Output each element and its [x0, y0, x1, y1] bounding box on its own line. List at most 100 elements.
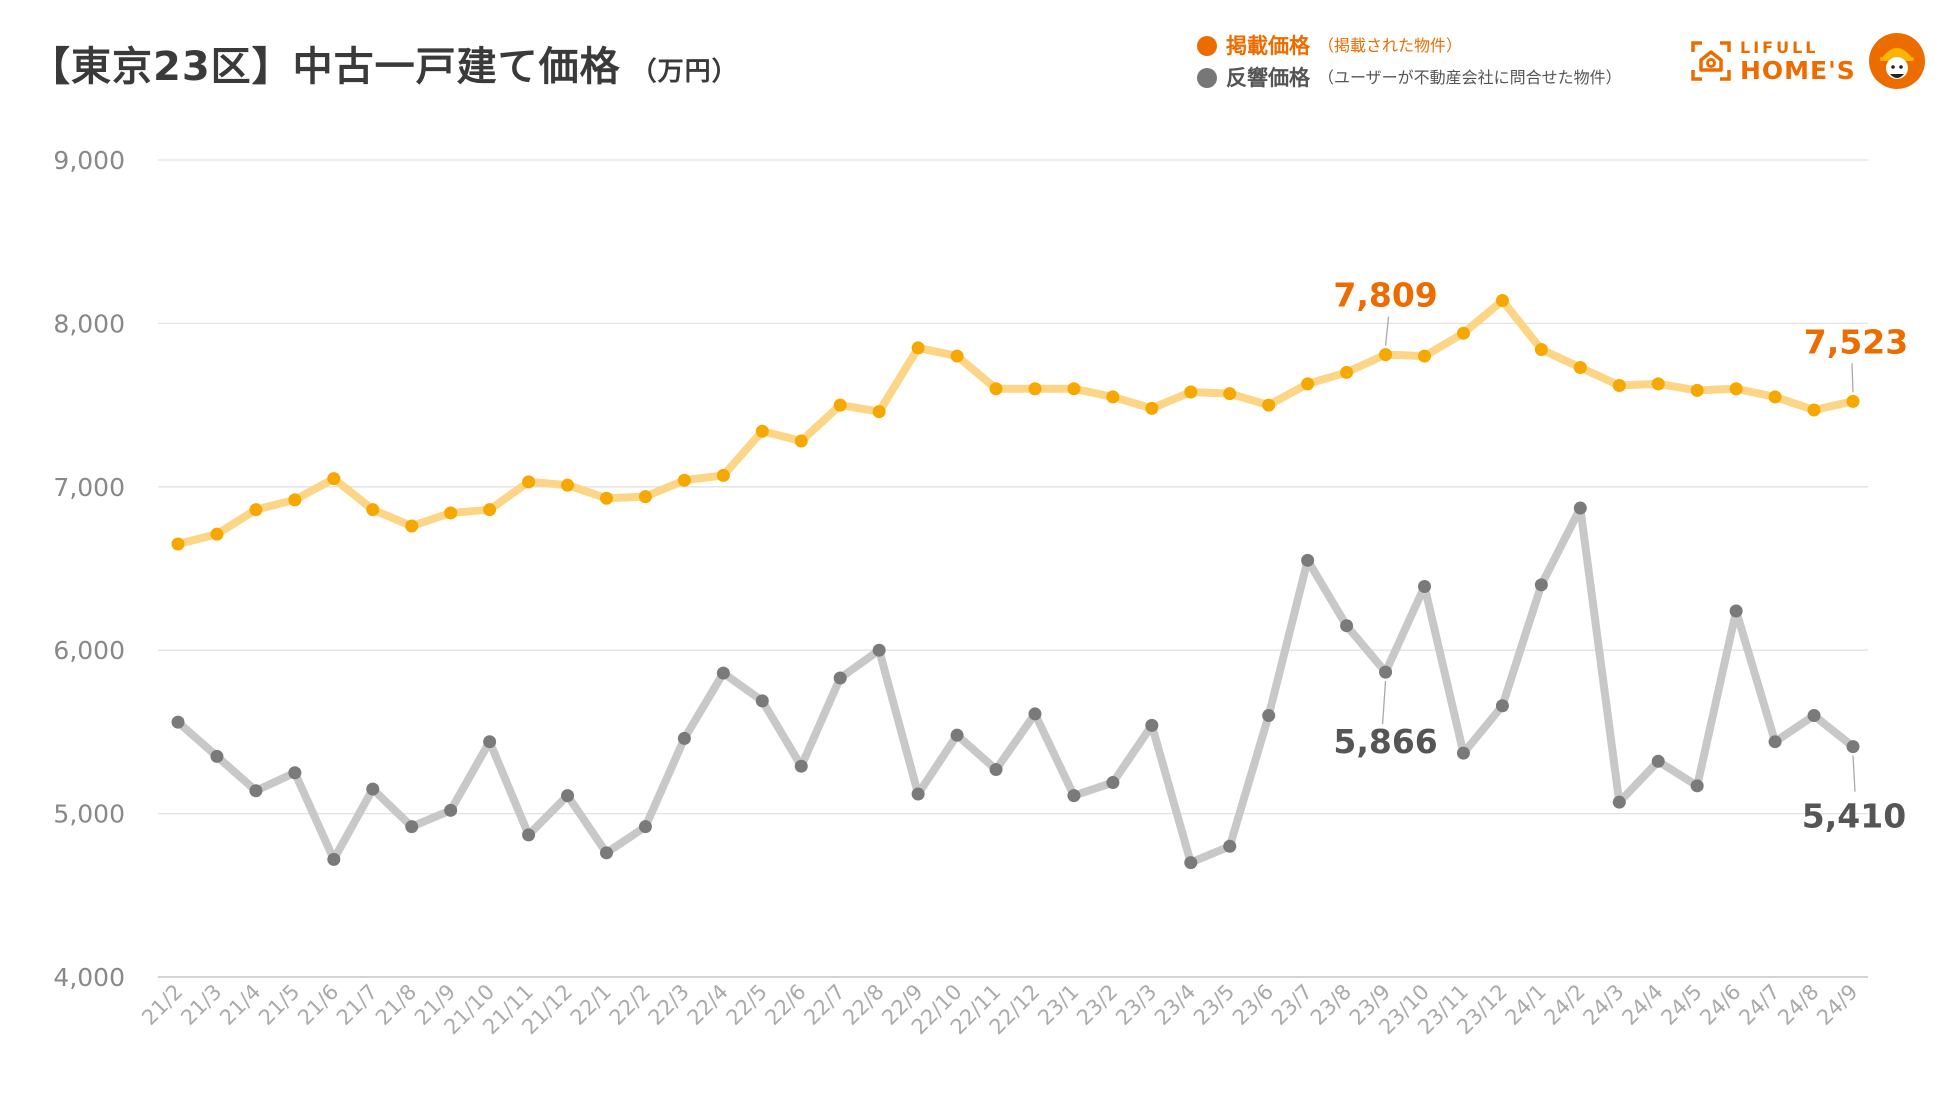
data-point	[1651, 754, 1665, 768]
data-point	[1534, 343, 1548, 357]
data-point	[1028, 707, 1042, 721]
data-point	[561, 478, 575, 492]
data-point	[1690, 779, 1704, 793]
data-point	[755, 424, 769, 438]
legend-name: 反響価格	[1226, 66, 1310, 90]
x-tick-label: 21/2	[137, 980, 187, 1030]
data-point	[794, 434, 808, 448]
y-tick-label: 4,000	[53, 963, 125, 992]
data-point	[794, 759, 808, 773]
data-point	[171, 537, 185, 551]
legend-dot-icon	[1197, 36, 1217, 56]
house-icon	[1691, 41, 1731, 81]
data-point	[1456, 326, 1470, 340]
data-point	[1456, 746, 1470, 760]
annotation-leader	[1851, 363, 1854, 393]
data-point	[1145, 718, 1159, 732]
data-point	[833, 671, 847, 685]
data-point	[1067, 789, 1081, 803]
data-point	[444, 803, 458, 817]
data-point	[833, 398, 847, 412]
annotation-leader	[1381, 681, 1387, 725]
legend-name: 掲載価格	[1226, 34, 1310, 58]
x-tick-label: 24/8	[1773, 980, 1823, 1030]
data-point	[599, 846, 613, 860]
x-tick-label: 24/7	[1734, 980, 1784, 1030]
title-text: 【東京23区】中古一戸建て価格	[30, 44, 621, 90]
data-label: 7,523	[1804, 322, 1908, 361]
x-tick-label: 24/5	[1656, 980, 1706, 1030]
x-tick-label: 21/5	[254, 980, 304, 1030]
data-point	[561, 789, 575, 803]
data-point	[950, 728, 964, 742]
legend: 掲載価格 （掲載された物件） 反響価格 （ユーザーが不動産会社に問合せた物件）	[1197, 30, 1622, 94]
data-point	[989, 762, 1003, 776]
data-point	[1573, 501, 1587, 515]
data-point	[1028, 382, 1042, 396]
y-tick-label: 7,000	[53, 473, 125, 502]
data-point	[1495, 294, 1509, 308]
data-point	[444, 506, 458, 520]
data-point	[989, 382, 1003, 396]
data-point	[1768, 390, 1782, 404]
x-tick-label: 22/1	[566, 980, 616, 1030]
data-point	[522, 475, 536, 489]
logo-line1: LIFULL	[1740, 37, 1819, 57]
legend-item-listing: 掲載価格 （掲載された物件）	[1197, 30, 1622, 62]
data-point	[1379, 665, 1393, 679]
data-point	[327, 852, 341, 866]
data-point	[677, 473, 691, 487]
data-point	[1807, 403, 1821, 417]
x-tick-label: 22/6	[760, 980, 810, 1030]
data-point	[950, 349, 964, 363]
data-point	[1495, 699, 1509, 713]
data-point	[1418, 349, 1432, 363]
x-tick-label: 23/5	[1189, 980, 1239, 1030]
data-point	[1651, 377, 1665, 391]
data-point	[872, 405, 886, 419]
data-point	[1301, 553, 1315, 567]
series-line-1	[174, 296, 1857, 548]
data-point	[1768, 735, 1782, 749]
x-tick-label: 22/7	[799, 980, 849, 1030]
data-point	[327, 472, 341, 486]
data-point	[1379, 348, 1393, 362]
x-tick-label: 22/5	[722, 980, 772, 1030]
data-point	[638, 820, 652, 834]
data-point	[522, 828, 536, 842]
data-point	[716, 468, 730, 482]
page-title: 【東京23区】中古一戸建て価格 （万円）	[30, 34, 739, 92]
data-point	[1262, 709, 1276, 723]
x-tick-label: 22/8	[838, 980, 888, 1030]
y-tick-label: 8,000	[53, 309, 125, 338]
data-point	[483, 735, 497, 749]
data-point	[1340, 619, 1354, 633]
data-point	[288, 766, 302, 780]
data-point	[210, 749, 224, 763]
data-label: 5,866	[1333, 722, 1437, 761]
data-point	[483, 503, 497, 517]
x-tick-label: 22/3	[644, 980, 694, 1030]
x-tick-label: 21/3	[176, 980, 226, 1030]
x-tick-label: 23/7	[1267, 980, 1317, 1030]
y-tick-label: 5,000	[53, 800, 125, 829]
data-point	[1573, 361, 1587, 375]
data-point	[405, 820, 419, 834]
x-tick-label: 23/2	[1072, 980, 1122, 1030]
data-point	[1846, 394, 1860, 408]
data-point	[210, 527, 224, 541]
x-tick-label: 24/6	[1695, 980, 1745, 1030]
data-point	[1301, 377, 1315, 391]
data-point	[1106, 776, 1120, 790]
series-line-2	[174, 504, 1857, 867]
x-tick-label: 23/8	[1306, 980, 1356, 1030]
data-point	[1690, 383, 1704, 397]
legend-note: （掲載された物件）	[1318, 36, 1463, 55]
mascot-icon	[1868, 33, 1925, 89]
x-tick-label: 23/1	[1033, 980, 1083, 1030]
annotation-leader	[1852, 755, 1856, 792]
data-point	[366, 782, 380, 796]
data-point	[1729, 604, 1743, 618]
legend-dot-icon	[1197, 68, 1217, 88]
